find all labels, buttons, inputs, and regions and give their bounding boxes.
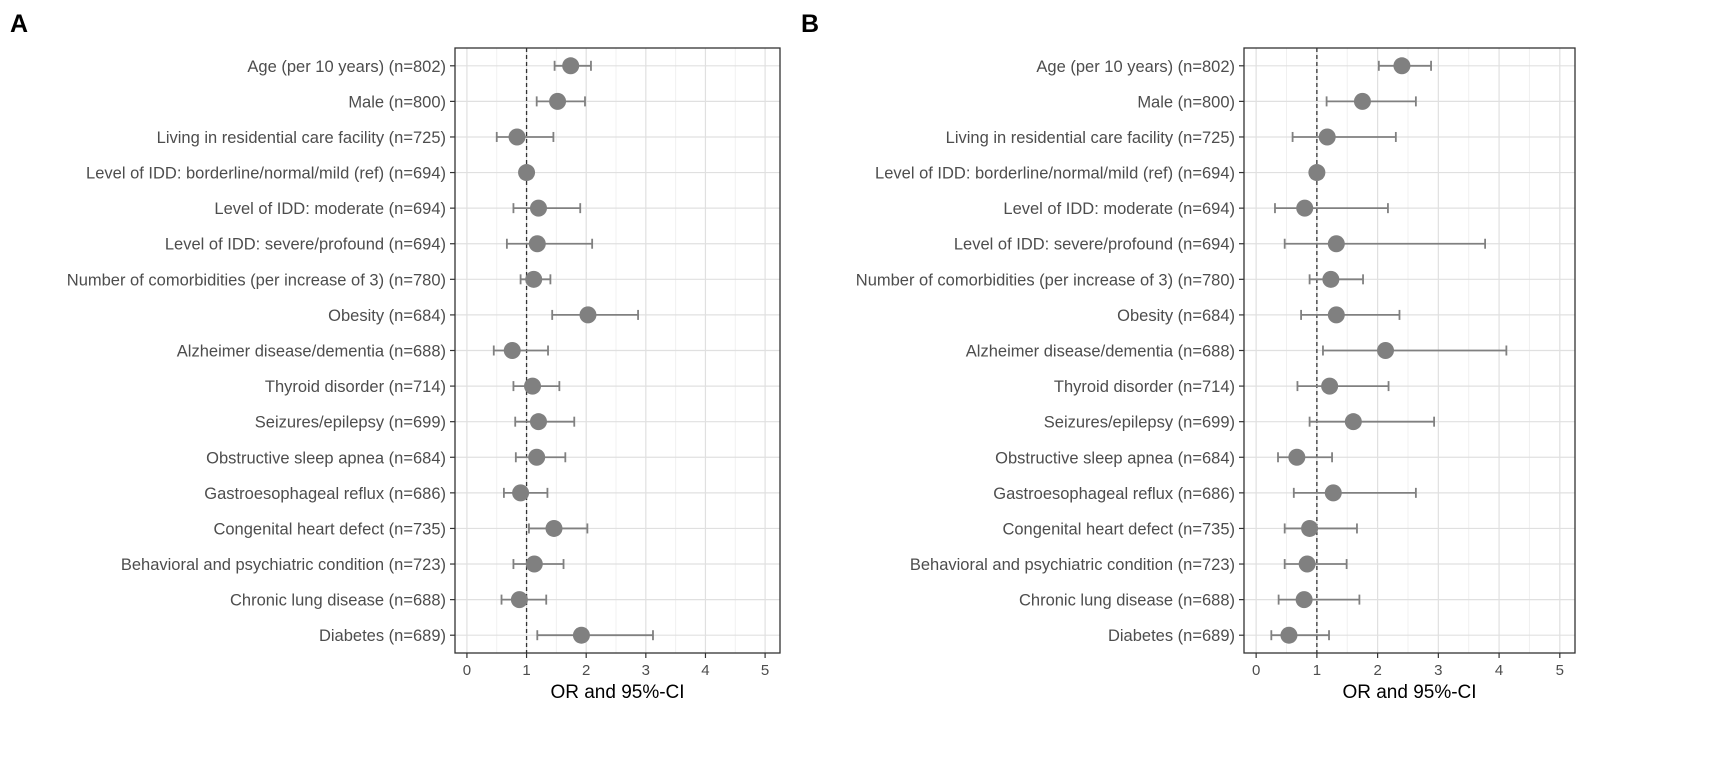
category-label: Level of IDD: severe/profound (n=694) — [165, 236, 446, 254]
or-point — [1324, 484, 1342, 502]
category-label: Seizures/epilepsy (n=699) — [1044, 414, 1235, 432]
category-label: Living in residential care facility (n=7… — [157, 129, 446, 147]
or-point — [545, 519, 563, 537]
or-point — [512, 484, 530, 502]
or-point — [549, 92, 567, 110]
category-label: Male (n=800) — [348, 93, 446, 111]
x-tick-label: 4 — [701, 662, 709, 679]
or-point — [1318, 128, 1336, 146]
category-label: Gastroesophageal reflux (n=686) — [993, 485, 1235, 503]
or-point — [1327, 235, 1345, 253]
or-point — [1298, 555, 1316, 573]
x-axis-title: OR and 95%-CI — [550, 682, 684, 703]
panel-letter: B — [801, 10, 819, 38]
category-label: Level of IDD: borderline/normal/mild (re… — [86, 165, 446, 183]
category-label: Obstructive sleep apnea (n=684) — [995, 449, 1235, 467]
x-tick-label: 0 — [1252, 662, 1260, 679]
category-label: Alzheimer disease/dementia (n=688) — [177, 343, 446, 361]
panel-letter: A — [10, 10, 28, 38]
x-tick-label: 1 — [522, 662, 530, 679]
category-label: Level of IDD: moderate (n=694) — [214, 200, 446, 218]
category-label: Number of comorbidities (per increase of… — [856, 271, 1235, 289]
or-point — [529, 199, 547, 217]
or-point — [1327, 306, 1345, 324]
category-label: Chronic lung disease (n=688) — [1019, 592, 1235, 610]
or-point — [528, 448, 546, 466]
panel-a: A Age (per 10 years) (n=802) Male (n=800) L… — [10, 10, 781, 703]
x-tick-label: 4 — [1495, 662, 1503, 679]
or-point — [1280, 626, 1298, 644]
category-label: Gastroesophageal reflux (n=686) — [204, 485, 446, 503]
category-label: Obesity (n=684) — [328, 307, 446, 325]
or-point — [1295, 591, 1313, 609]
or-point — [1288, 448, 1306, 466]
x-tick-label: 2 — [582, 662, 590, 679]
category-label: Number of comorbidities (per increase of… — [67, 271, 446, 289]
or-point — [579, 306, 597, 324]
category-label: Diabetes (n=689) — [319, 627, 446, 645]
x-tick-label: 0 — [463, 662, 471, 679]
category-label: Level of IDD: borderline/normal/mild (re… — [875, 165, 1235, 183]
category-label: Age (per 10 years) (n=802) — [247, 58, 446, 76]
panel-b: B Age (per 10 years) (n=802) Male (n=800) L… — [801, 10, 1576, 703]
category-label: Age (per 10 years) (n=802) — [1036, 58, 1235, 76]
category-label: Male (n=800) — [1137, 93, 1235, 111]
category-label: Thyroid disorder (n=714) — [1054, 378, 1235, 396]
or-point — [503, 342, 521, 359]
or-point — [1301, 519, 1319, 537]
category-label: Thyroid disorder (n=714) — [265, 378, 446, 396]
category-label: Level of IDD: severe/profound (n=694) — [954, 236, 1235, 254]
x-axis-title: OR and 95%-CI — [1342, 682, 1476, 703]
or-point — [1322, 270, 1340, 288]
or-point — [1344, 413, 1362, 431]
or-point — [528, 235, 546, 253]
category-label: Congenital heart defect (n=735) — [1002, 520, 1235, 538]
or-point — [1393, 57, 1411, 75]
or-point — [508, 128, 526, 146]
category-label: Diabetes (n=689) — [1108, 627, 1235, 645]
or-point — [572, 626, 590, 644]
or-point — [525, 555, 543, 573]
or-point — [1321, 377, 1339, 395]
or-point — [524, 377, 542, 395]
x-tick-label: 5 — [761, 662, 769, 679]
or-point — [1353, 92, 1371, 110]
x-tick-label: 1 — [1313, 662, 1321, 679]
or-point — [1377, 342, 1395, 359]
category-label: Alzheimer disease/dementia (n=688) — [966, 343, 1235, 361]
or-point — [510, 591, 528, 609]
or-point — [529, 413, 547, 431]
x-tick-label: 2 — [1373, 662, 1381, 679]
or-point — [525, 270, 543, 288]
or-point — [518, 164, 536, 182]
category-label: Obesity (n=684) — [1117, 307, 1235, 325]
x-tick-label: 5 — [1556, 662, 1564, 679]
or-point — [1308, 164, 1326, 182]
category-label: Behavioral and psychiatric condition (n=… — [910, 556, 1235, 574]
category-label: Chronic lung disease (n=688) — [230, 592, 446, 610]
x-tick-label: 3 — [1434, 662, 1442, 679]
category-label: Level of IDD: moderate (n=694) — [1003, 200, 1235, 218]
or-point — [562, 57, 580, 75]
x-tick-label: 3 — [642, 662, 650, 679]
category-label: Congenital heart defect (n=735) — [213, 520, 446, 538]
category-label: Behavioral and psychiatric condition (n=… — [121, 556, 446, 574]
category-label: Living in residential care facility (n=7… — [946, 129, 1235, 147]
or-point — [1296, 199, 1314, 217]
category-label: Seizures/epilepsy (n=699) — [255, 414, 446, 432]
category-label: Obstructive sleep apnea (n=684) — [206, 449, 446, 467]
